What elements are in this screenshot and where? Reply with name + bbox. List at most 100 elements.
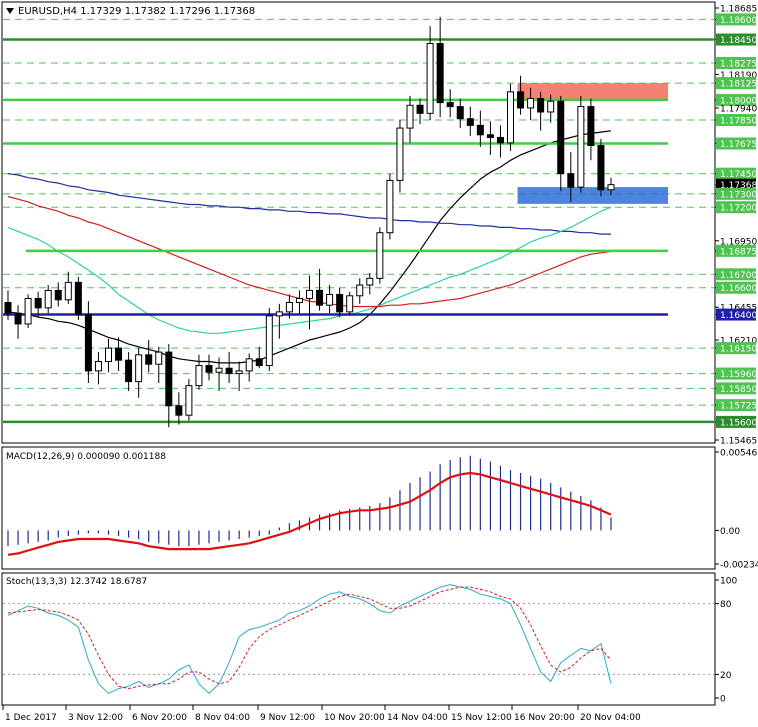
price-label-box bbox=[716, 342, 756, 355]
price-panel-frame[interactable] bbox=[1, 1, 716, 444]
candle-body[interactable] bbox=[517, 91, 525, 109]
candle-body[interactable] bbox=[607, 184, 615, 191]
candle-body[interactable] bbox=[44, 289, 52, 309]
candle-body[interactable] bbox=[185, 385, 193, 416]
candle-body[interactable] bbox=[175, 405, 183, 416]
candle-body[interactable] bbox=[145, 354, 153, 365]
price-tick-label: 1.17368 bbox=[720, 181, 757, 191]
candle-body[interactable] bbox=[406, 104, 414, 129]
candlesticks[interactable] bbox=[4, 16, 615, 428]
candle-body[interactable] bbox=[346, 295, 354, 313]
price-label-box bbox=[716, 399, 756, 412]
candle-body[interactable] bbox=[426, 43, 434, 114]
price-tick-label: 1.15725 bbox=[720, 402, 757, 412]
candle-body[interactable] bbox=[396, 127, 404, 181]
price-label-box bbox=[716, 268, 756, 281]
macd-panel-frame[interactable] bbox=[1, 446, 716, 570]
candle-body[interactable] bbox=[165, 351, 173, 407]
candle-body[interactable] bbox=[376, 232, 384, 279]
candle-body[interactable] bbox=[34, 297, 42, 309]
candle-body[interactable] bbox=[64, 281, 72, 301]
candle-body[interactable] bbox=[24, 297, 32, 325]
price-label-box bbox=[716, 33, 756, 46]
price-tick-label: 1.18450 bbox=[720, 36, 757, 46]
candle-body[interactable] bbox=[597, 145, 605, 191]
candle-body[interactable] bbox=[245, 358, 253, 372]
price-label-box bbox=[716, 114, 756, 127]
candle-body[interactable] bbox=[577, 106, 585, 188]
candle-body[interactable] bbox=[436, 43, 444, 104]
price-label-box bbox=[716, 167, 756, 180]
price-label-box bbox=[716, 415, 756, 428]
candle-body[interactable] bbox=[587, 106, 595, 147]
stoch-line bbox=[7, 586, 612, 690]
candle-body[interactable] bbox=[306, 289, 313, 299]
candle-body[interactable] bbox=[446, 102, 454, 108]
candle-body[interactable] bbox=[466, 118, 474, 126]
candle-body[interactable] bbox=[285, 301, 293, 313]
price-tick-label: 1.18000 bbox=[720, 96, 757, 106]
triangle-down-icon[interactable] bbox=[6, 8, 14, 14]
candle-body[interactable] bbox=[235, 370, 243, 375]
price-tick-label: 1.18125 bbox=[720, 80, 757, 90]
stochastic-lines: 100 80 20 0 bbox=[3, 577, 737, 705]
candle-body[interactable] bbox=[356, 284, 364, 297]
candle-body[interactable] bbox=[326, 293, 334, 306]
candle-body[interactable] bbox=[366, 277, 374, 286]
moving-average-line bbox=[7, 130, 612, 364]
candle-body[interactable] bbox=[14, 312, 22, 325]
candle-body[interactable] bbox=[195, 365, 203, 387]
price-label-box bbox=[716, 178, 756, 191]
candle-body[interactable] bbox=[295, 297, 303, 303]
price-tick-label: 1.17940 bbox=[720, 104, 757, 114]
price-tick-label: 1.16210 bbox=[720, 337, 757, 347]
candle-body[interactable] bbox=[255, 358, 263, 367]
price-label-box bbox=[716, 244, 756, 257]
price-tick-label: 1.18275 bbox=[720, 60, 757, 70]
candle-body[interactable] bbox=[486, 134, 494, 138]
candle-body[interactable] bbox=[105, 347, 112, 363]
candle-body[interactable] bbox=[125, 359, 133, 383]
candle-body[interactable] bbox=[527, 98, 535, 109]
candle-body[interactable] bbox=[496, 136, 504, 144]
candle-body[interactable] bbox=[135, 354, 143, 383]
candle-body[interactable] bbox=[456, 106, 464, 120]
candle-body[interactable] bbox=[557, 100, 565, 175]
price-tick-label: 1.15465 bbox=[720, 437, 757, 447]
candle-body[interactable] bbox=[205, 365, 213, 373]
candle-body[interactable] bbox=[476, 124, 484, 136]
candle-body[interactable] bbox=[265, 315, 273, 367]
price-zone[interactable] bbox=[517, 187, 668, 204]
candle-body[interactable] bbox=[386, 179, 394, 234]
candle-body[interactable] bbox=[567, 173, 575, 188]
candle-body[interactable] bbox=[416, 104, 424, 114]
candle-body[interactable] bbox=[94, 361, 102, 372]
candle-body[interactable] bbox=[316, 289, 324, 306]
candle-body[interactable] bbox=[215, 367, 223, 373]
candle-body[interactable] bbox=[537, 98, 545, 113]
candle-body[interactable] bbox=[155, 351, 163, 365]
candle-body[interactable] bbox=[275, 311, 283, 317]
candle-body[interactable] bbox=[547, 100, 555, 113]
candle-body[interactable] bbox=[225, 367, 233, 375]
candle-body[interactable] bbox=[74, 281, 82, 316]
candle-body[interactable] bbox=[115, 347, 123, 361]
price-tick-label: 1.16950 bbox=[720, 237, 757, 247]
candle-body[interactable] bbox=[336, 293, 344, 313]
price-label-box bbox=[716, 308, 756, 321]
solid-level-lines bbox=[3, 38, 714, 424]
price-label-box bbox=[716, 382, 756, 395]
price-zone[interactable] bbox=[517, 83, 668, 100]
stoch-panel-frame[interactable] bbox=[1, 572, 716, 706]
candle-body[interactable] bbox=[507, 91, 514, 144]
stoch-tick-label: 20 bbox=[720, 671, 732, 681]
price-tick-label: 1.16400 bbox=[720, 311, 757, 321]
candle-body[interactable] bbox=[84, 314, 92, 372]
price-tick-label: 1.15600 bbox=[720, 418, 757, 428]
stoch-label: Stoch(13,3,3) 12.3742 18.6787 bbox=[6, 577, 147, 587]
candle-body[interactable] bbox=[4, 301, 12, 314]
price-tick-label: 1.17850 bbox=[720, 117, 757, 127]
candle-body[interactable] bbox=[54, 289, 62, 301]
price-tick-label: 1.16700 bbox=[720, 271, 757, 281]
